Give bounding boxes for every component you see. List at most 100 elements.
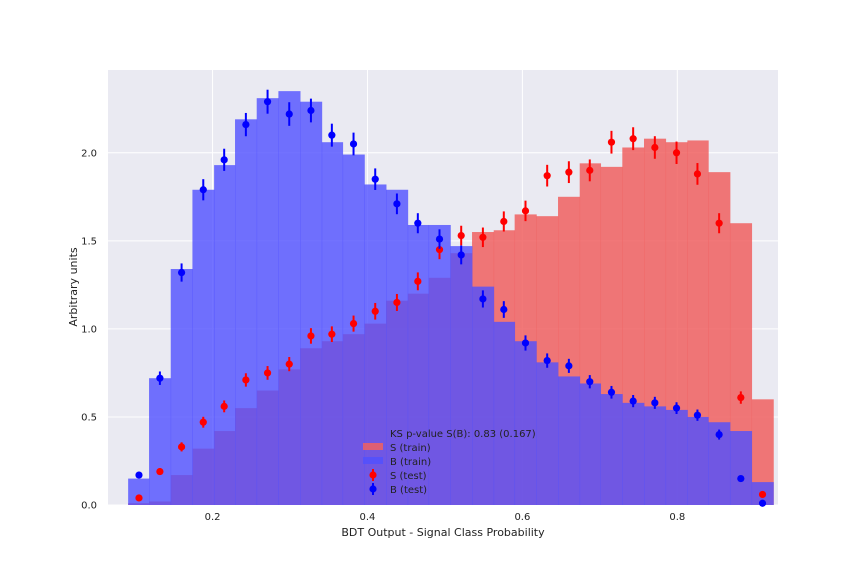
background-train-bar	[214, 165, 236, 506]
signal-test-point	[737, 393, 745, 402]
background-test-point	[328, 131, 336, 139]
background-train-bar	[600, 394, 623, 505]
legend-marker-s-test	[369, 471, 377, 479]
legend-swatch-b-train	[363, 457, 383, 464]
background-train-bar	[256, 98, 279, 506]
signal-test-point	[479, 233, 487, 241]
background-test-point	[242, 120, 250, 129]
background-test-point	[177, 268, 186, 277]
signal-test-point	[521, 207, 530, 215]
x-tick-label: 0.2	[205, 512, 221, 523]
signal-test-point	[285, 360, 293, 368]
signal-test-point	[500, 217, 508, 226]
signal-test-point	[586, 166, 594, 174]
signal-test-point	[543, 172, 551, 180]
y-tick-label: 2.0	[81, 148, 97, 159]
legend-marker-b-test	[369, 485, 377, 493]
legend-label-b-test: B (test)	[390, 485, 427, 496]
signal-test-point	[349, 320, 358, 328]
background-train-bar	[235, 119, 258, 505]
background-test-point	[435, 235, 444, 243]
background-train-bar	[536, 362, 559, 505]
background-train-bar	[579, 383, 602, 505]
background-test-point	[737, 474, 745, 483]
background-train-bar	[622, 402, 645, 505]
legend-label-s-test: S (test)	[390, 471, 427, 482]
background-test-point	[715, 430, 723, 439]
signal-test-point	[199, 418, 207, 426]
background-test-point	[393, 200, 401, 208]
y-axis-ticks: 0.0 0.5 1.0 1.5 2.0	[81, 148, 97, 511]
background-train-bar	[558, 376, 581, 505]
background-train-histogram	[128, 91, 774, 506]
background-train-bar	[687, 416, 709, 505]
background-train-bar	[493, 321, 516, 505]
background-test-point	[586, 378, 594, 386]
signal-train-bar	[687, 140, 709, 505]
x-axis-label: BDT Output - Signal Class Probability	[341, 526, 545, 539]
signal-test-point	[457, 231, 465, 240]
signal-test-point	[263, 369, 272, 377]
background-train-bar	[428, 224, 451, 506]
signal-test-point	[672, 149, 681, 157]
y-axis-label: Arbitrary units	[67, 247, 80, 327]
x-tick-label: 0.4	[360, 512, 376, 523]
background-train-bar	[170, 269, 193, 505]
background-train-bar	[407, 224, 430, 506]
background-test-point	[693, 411, 702, 419]
signal-test-point	[307, 332, 315, 340]
background-train-bar	[128, 478, 150, 505]
signal-train-bar	[751, 399, 774, 505]
background-train-bar	[149, 378, 172, 505]
x-tick-label: 0.6	[514, 512, 530, 523]
signal-test-point	[715, 219, 723, 227]
background-test-point	[349, 140, 358, 148]
x-tick-label: 0.8	[669, 512, 685, 523]
background-test-points	[135, 89, 767, 507]
background-train-bar	[514, 341, 537, 505]
signal-test-point	[414, 277, 422, 285]
signal-test-point	[565, 168, 573, 176]
background-test-point	[543, 356, 551, 365]
background-train-bar	[472, 286, 495, 505]
background-train-bar	[321, 142, 344, 505]
background-test-point	[758, 499, 767, 507]
signal-test-point	[629, 135, 637, 143]
background-train-bar	[729, 431, 753, 505]
background-train-bar	[300, 101, 323, 505]
signal-test-points	[135, 127, 767, 502]
background-train-bar	[644, 406, 667, 505]
signal-test-point	[393, 298, 401, 307]
signal-test-point	[242, 376, 250, 384]
background-train-bar	[192, 189, 215, 505]
background-test-point	[565, 362, 573, 370]
legend-title: KS p-value S(B): 0.83 (0.167)	[390, 429, 536, 440]
signal-test-point	[156, 467, 164, 476]
background-test-point	[457, 251, 465, 259]
background-test-point	[607, 388, 616, 396]
background-test-point	[521, 339, 530, 347]
background-train-bar	[364, 184, 387, 505]
background-test-point	[672, 404, 681, 412]
background-test-point	[307, 106, 315, 115]
signal-test-point	[177, 443, 186, 451]
background-test-point	[156, 374, 164, 382]
background-test-point	[371, 175, 379, 183]
signal-test-point	[607, 138, 616, 146]
background-test-point	[479, 295, 487, 303]
signal-test-point	[135, 494, 143, 502]
background-train-bar	[665, 409, 688, 505]
background-test-point	[414, 219, 422, 227]
background-train-bar	[708, 422, 731, 505]
legend-swatch-s-train	[363, 443, 383, 450]
signal-test-point	[371, 307, 379, 315]
signal-test-point	[220, 402, 228, 410]
legend: KS p-value S(B): 0.83 (0.167) S (train) B …	[363, 429, 536, 496]
y-tick-label: 0.0	[81, 501, 97, 512]
x-axis-ticks: 0.2 0.4 0.6 0.8	[205, 512, 686, 523]
signal-test-point	[693, 170, 702, 178]
signal-test-point	[328, 330, 336, 338]
legend-label-s-train: S (train)	[390, 443, 431, 454]
y-tick-label: 1.0	[81, 324, 97, 335]
